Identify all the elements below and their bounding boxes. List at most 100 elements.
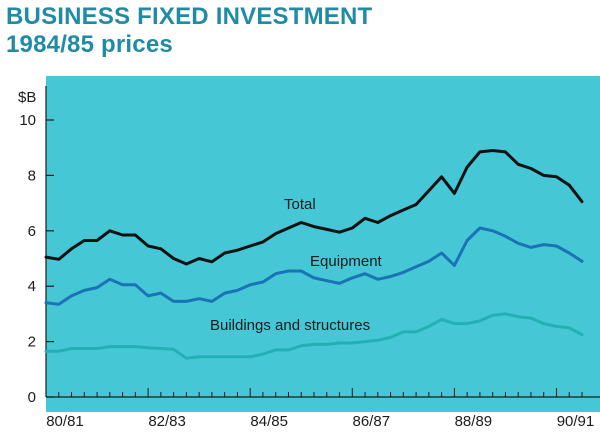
data-point <box>45 350 47 353</box>
data-point <box>159 292 162 295</box>
data-point <box>249 355 252 358</box>
y-tick-label: 2 <box>28 334 36 351</box>
data-point <box>57 350 60 353</box>
data-point <box>96 286 99 289</box>
y-axis-label: $B <box>18 89 36 106</box>
data-point <box>542 243 545 246</box>
data-point <box>351 227 354 230</box>
data-point <box>223 292 226 295</box>
data-point <box>504 150 507 153</box>
data-point <box>287 269 290 272</box>
data-point <box>568 326 571 329</box>
data-point <box>198 355 201 358</box>
data-point <box>453 264 456 267</box>
data-point <box>236 355 239 358</box>
data-point <box>287 227 290 230</box>
data-point <box>236 249 239 252</box>
data-point <box>402 330 405 333</box>
data-point <box>491 149 494 152</box>
x-tick-label: 80/81 <box>46 413 84 430</box>
data-point <box>274 272 277 275</box>
data-point <box>440 318 443 321</box>
data-point <box>45 256 47 259</box>
data-point <box>300 269 303 272</box>
data-point <box>70 247 73 250</box>
data-point <box>338 282 341 285</box>
data-point <box>70 347 73 350</box>
data-point <box>147 245 150 248</box>
data-point <box>83 239 86 242</box>
data-point <box>121 283 124 286</box>
data-point <box>338 341 341 344</box>
data-point <box>453 192 456 195</box>
data-point <box>466 166 469 169</box>
data-point <box>542 174 545 177</box>
data-point <box>274 232 277 235</box>
series-label-equipment: Equipment <box>310 253 383 270</box>
data-point <box>121 345 124 348</box>
data-point <box>185 263 188 266</box>
x-tick-label: 90/91 <box>557 413 595 430</box>
chart-subtitle: 1984/85 prices <box>6 31 173 58</box>
data-point <box>147 294 150 297</box>
data-point <box>555 325 558 328</box>
data-point <box>542 322 545 325</box>
data-point <box>57 303 60 306</box>
data-point <box>134 283 137 286</box>
data-point <box>198 257 201 260</box>
data-point <box>313 225 315 228</box>
data-point <box>210 300 213 303</box>
chart-title: BUSINESS FIXED INVESTMENT <box>6 3 373 30</box>
x-tick-label: 86/87 <box>353 413 391 430</box>
data-point <box>249 283 252 286</box>
data-point <box>568 251 571 254</box>
data-point <box>96 347 99 350</box>
data-point <box>466 322 469 325</box>
data-point <box>172 257 175 260</box>
data-point <box>517 315 520 318</box>
data-point <box>389 336 392 339</box>
data-point <box>364 272 367 275</box>
y-tick-label: 10 <box>19 112 36 129</box>
data-point <box>351 341 354 344</box>
data-point <box>491 314 494 317</box>
data-point <box>236 289 239 292</box>
y-tick-label: 0 <box>28 389 36 406</box>
data-point <box>45 301 47 304</box>
series-label-total: Total <box>284 196 316 213</box>
data-point <box>261 353 264 356</box>
data-point <box>415 203 418 206</box>
y-tick-label: 4 <box>28 278 36 295</box>
data-point <box>57 258 60 261</box>
data-point <box>83 289 86 292</box>
data-point <box>415 330 418 333</box>
data-point <box>121 233 124 236</box>
data-point <box>364 340 367 343</box>
data-point <box>555 175 558 178</box>
axes: 0 2 4 6 8 10 80/81 82/83 84/85 86/87 88/89 90/91 <box>19 86 600 430</box>
data-point <box>581 200 583 203</box>
data-point <box>108 278 111 281</box>
series-lines <box>44 149 584 360</box>
data-point <box>466 239 469 242</box>
data-point <box>364 217 367 220</box>
data-point <box>287 348 290 351</box>
data-point <box>313 276 315 279</box>
plot-area <box>46 76 600 412</box>
data-point <box>440 251 443 254</box>
data-point <box>134 233 137 236</box>
data-point <box>555 245 558 248</box>
data-point <box>402 271 405 274</box>
data-point <box>389 214 392 217</box>
data-point <box>108 229 111 232</box>
data-point <box>274 348 277 351</box>
data-point <box>198 297 201 300</box>
data-point <box>529 317 532 320</box>
data-point <box>325 279 328 282</box>
data-point <box>338 231 341 234</box>
x-tick-label: 84/85 <box>250 413 288 430</box>
data-point <box>402 209 405 212</box>
data-point <box>440 175 443 178</box>
y-tick-label: 8 <box>28 167 36 184</box>
